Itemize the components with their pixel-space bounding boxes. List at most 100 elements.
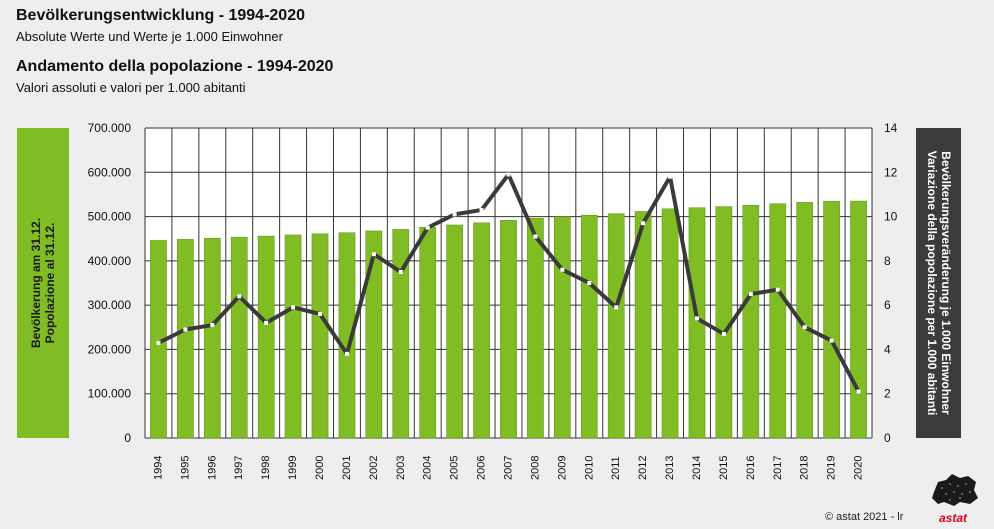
line-point-2001 [344, 351, 349, 356]
bar-2002 [365, 230, 383, 439]
astat-map-logo [932, 474, 978, 506]
line-point-1997 [237, 294, 242, 299]
y-right-tick-label: 8 [884, 254, 891, 268]
y-left-tick-label: 200.000 [88, 342, 132, 356]
bar-1995 [177, 239, 194, 439]
line-point-2016 [748, 292, 753, 297]
line-point-2015 [721, 331, 726, 336]
x-tick-label: 2001 [341, 456, 353, 480]
bar-2006 [473, 222, 490, 439]
x-tick-label: 2020 [853, 456, 865, 480]
y-left-tick-label: 400.000 [88, 254, 132, 268]
bar-2007 [500, 220, 517, 439]
y-left-tick-label: 0 [124, 431, 131, 445]
x-tick-label: 2010 [583, 456, 595, 480]
bar-2017 [769, 203, 787, 439]
bar-2016 [742, 205, 760, 439]
line-point-2007 [506, 172, 511, 177]
line-point-2012 [641, 221, 646, 226]
y-left-tick-label: 600.000 [88, 165, 132, 179]
bar-2020 [850, 200, 867, 439]
y-right-tick-label: 4 [884, 342, 891, 356]
y-left-tick-label: 500.000 [88, 210, 132, 224]
line-point-2013 [668, 174, 673, 179]
line-point-2004 [425, 225, 430, 230]
bar-2011 [607, 213, 625, 439]
bar-2018 [796, 202, 814, 439]
x-tick-label: 2009 [556, 456, 568, 480]
line-point-1995 [183, 327, 188, 332]
y-right-tick-label: 12 [884, 165, 898, 179]
line-point-1998 [264, 320, 269, 325]
bar-2004 [419, 226, 437, 439]
x-tick-label: 2014 [691, 456, 703, 480]
line-point-2002 [371, 252, 376, 257]
line-point-2020 [856, 389, 861, 394]
bar-1997 [230, 236, 248, 439]
x-tick-label: 2002 [368, 456, 380, 480]
line-point-2019 [829, 338, 834, 343]
subtitle-de: Absolute Werte und Werte je 1.000 Einwoh… [16, 29, 283, 44]
y-left-tick-label: 700.000 [88, 121, 132, 135]
line-point-2005 [452, 212, 457, 217]
x-tick-label: 2019 [826, 456, 838, 480]
x-tick-label: 2005 [449, 456, 461, 480]
x-tick-label: 2015 [718, 456, 730, 480]
bar-2003 [392, 229, 410, 439]
line-point-2008 [533, 234, 538, 239]
bar-2001 [338, 232, 356, 439]
bar-2000 [311, 233, 329, 439]
y-right-tick-label: 2 [884, 387, 891, 401]
x-tick-label: 1996 [206, 456, 218, 480]
y-left-tick-label: 300.000 [88, 298, 132, 312]
bar-2012 [634, 211, 652, 439]
astat-brand: astat [939, 511, 968, 525]
x-tick-label: 1998 [260, 456, 272, 480]
x-tick-label: 2004 [422, 456, 434, 480]
line-point-2003 [398, 269, 403, 274]
x-tick-label: 2018 [799, 456, 811, 480]
bar-2009 [554, 216, 571, 439]
line-point-2011 [614, 305, 619, 310]
line-point-2009 [560, 267, 565, 272]
x-tick-label: 2017 [772, 456, 784, 480]
bar-2013 [661, 208, 679, 439]
x-tick-label: 2007 [503, 456, 515, 480]
bar-2008 [527, 218, 544, 439]
line-point-1994 [156, 340, 161, 345]
subtitle-it: Valori assoluti e valori per 1.000 abita… [16, 80, 246, 95]
x-tick-label: 2000 [314, 456, 326, 480]
x-tick-label: 1999 [287, 456, 299, 480]
line-point-2010 [587, 281, 592, 285]
x-tick-label: 2011 [610, 456, 622, 480]
x-tick-label: 2012 [637, 456, 649, 480]
x-tick-label: 1994 [152, 456, 164, 480]
line-point-1996 [210, 323, 215, 328]
title-de: Bevölkerungsentwicklung - 1994-2020 [16, 7, 305, 24]
right-axis-title-panel: Bevölkerungsveränderung je 1.000 Einwohn… [916, 128, 961, 438]
x-tick-label: 2013 [664, 456, 676, 480]
x-tick-label: 2016 [745, 456, 757, 480]
y-right-tick-label: 0 [884, 431, 891, 445]
x-tick-label: 2006 [476, 456, 488, 480]
line-point-2006 [479, 207, 484, 212]
x-tick-label: 2003 [395, 456, 407, 480]
x-tick-label: 1995 [179, 456, 191, 480]
line-point-1999 [291, 305, 296, 310]
line-point-2017 [775, 287, 780, 292]
line-point-2014 [694, 316, 699, 321]
bar-1996 [203, 238, 221, 439]
y-right-tick-label: 10 [884, 210, 898, 224]
line-point-2018 [802, 325, 807, 330]
bar-2010 [580, 214, 598, 439]
y-left-tick-label: 100.000 [88, 387, 132, 401]
title-it: Andamento della popolazione - 1994-2020 [16, 58, 334, 75]
x-tick-label: 1997 [233, 456, 245, 480]
y-right-tick-label: 6 [884, 298, 891, 312]
y-right-tick-label: 14 [884, 121, 898, 135]
line-point-2000 [318, 312, 323, 316]
copyright-text: © astat 2021 - lr [825, 511, 904, 523]
bar-2005 [446, 224, 463, 439]
bar-1998 [257, 235, 275, 439]
